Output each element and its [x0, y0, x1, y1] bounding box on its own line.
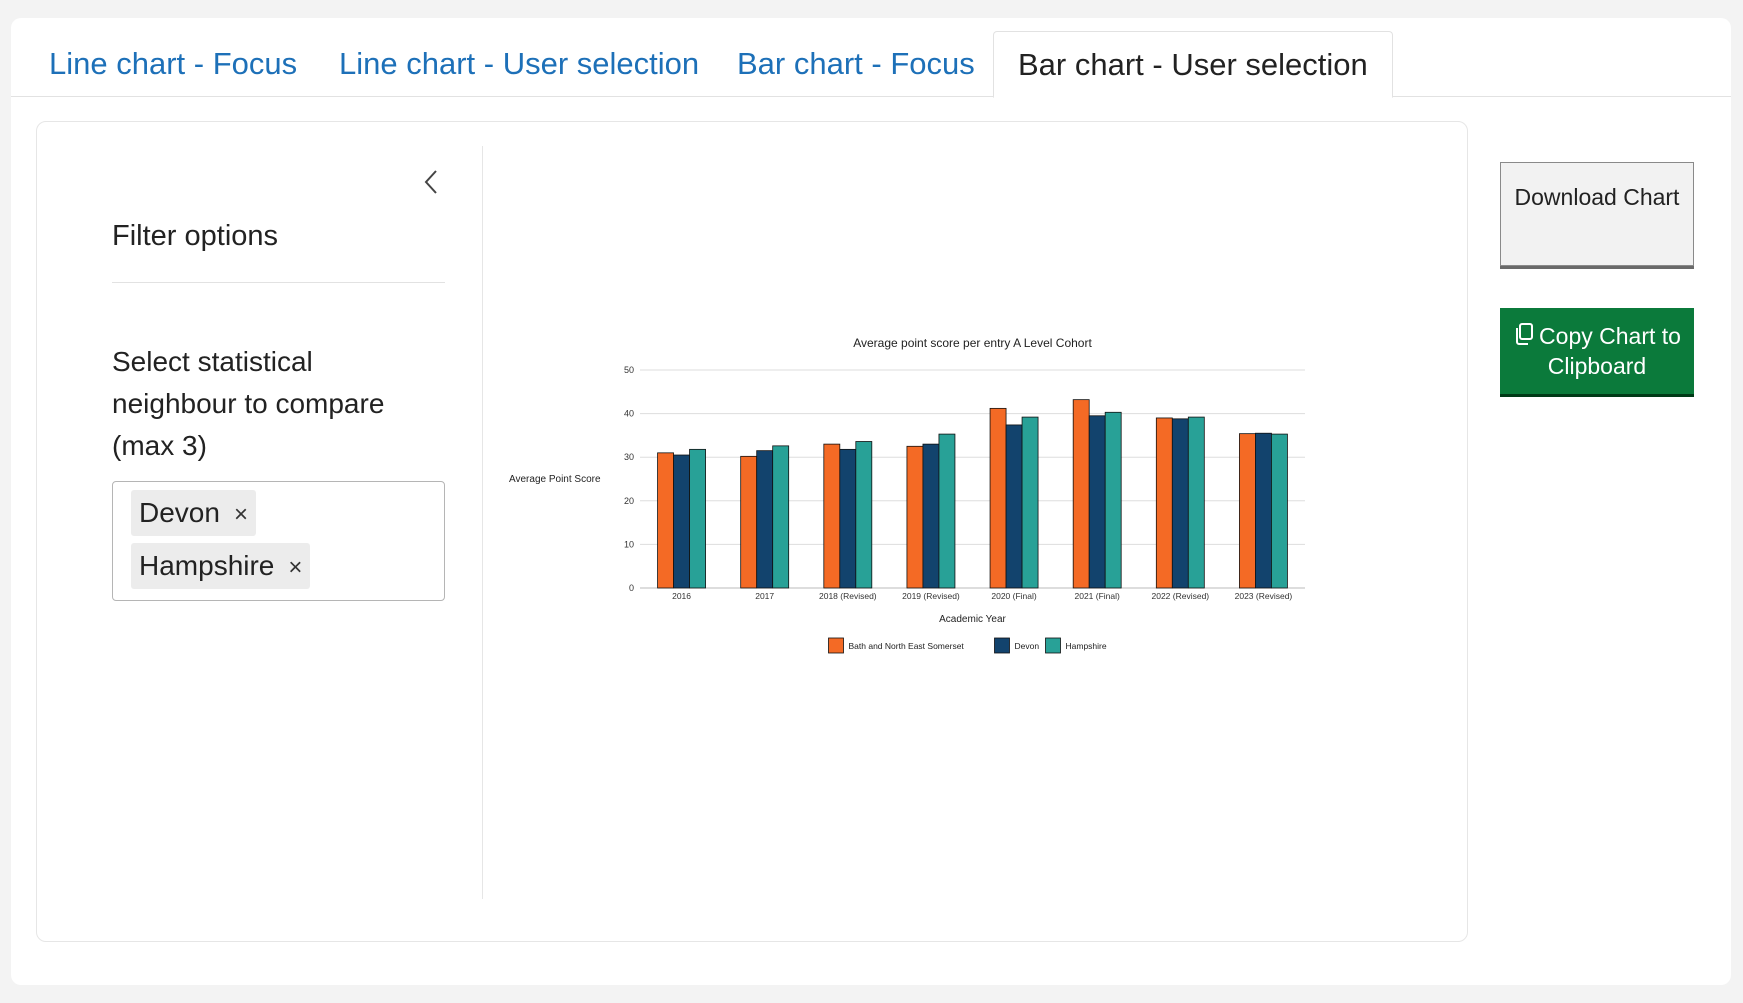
bar: [1088, 415, 1106, 589]
chevron-left-icon[interactable]: [421, 166, 443, 198]
selected-chip-hampshire: Hampshire ×: [131, 543, 311, 589]
tab-line-chart-user-selection[interactable]: Line chart - User selection: [339, 46, 700, 81]
bar: [1155, 417, 1173, 589]
x-tick-label: 2021 (Final): [1075, 591, 1121, 601]
bar-chart: Average point score per entry A Level Co…: [509, 336, 1305, 654]
x-axis-label: Academic Year: [939, 614, 1006, 625]
x-tick-label: 2018 (Revised): [819, 591, 877, 601]
bar: [1271, 433, 1288, 589]
y-tick-label: 20: [624, 496, 634, 506]
legend-swatch: [828, 637, 844, 654]
x-tick-label: 2016: [672, 591, 691, 601]
legend-label: Bath and North East Somerset: [849, 641, 965, 651]
chip-label: Hampshire: [139, 550, 275, 581]
x-tick-label: 2023 (Revised): [1235, 591, 1293, 601]
copy-chart-label: Copy Chart to Clipboard: [1539, 323, 1681, 379]
chart-panel: Filter options Select statistical neighb…: [36, 121, 1468, 942]
x-tick-label: 2019 (Revised): [902, 591, 960, 601]
bar: [1239, 433, 1256, 589]
download-chart-button[interactable]: Download Chart: [1500, 162, 1694, 266]
bar: [855, 441, 873, 589]
bar: [906, 445, 924, 589]
divider: [112, 282, 445, 283]
bar: [1255, 432, 1272, 589]
x-tick-label: 2020 (Final): [991, 591, 1037, 601]
tab-bar: Line chart - Focus Line chart - User sel…: [11, 18, 1731, 98]
y-axis-label: Average Point Score: [509, 474, 601, 485]
bar: [689, 448, 706, 589]
remove-devon-icon[interactable]: ×: [233, 501, 248, 528]
filter-title: Filter options: [112, 220, 279, 252]
x-tick-label: 2022 (Revised): [1151, 591, 1209, 601]
tab-line-chart-focus[interactable]: Line chart - Focus: [49, 46, 298, 81]
chart-area: Average point score per entry A Level Co…: [507, 332, 1427, 712]
selected-chip-devon: Devon ×: [131, 490, 256, 536]
copy-icon: [1513, 322, 1535, 352]
bar: [922, 443, 940, 589]
tab-bar-chart-focus[interactable]: Bar chart - Focus: [737, 46, 975, 81]
bar: [989, 407, 1007, 589]
neighbour-multiselect[interactable]: Devon × Hampshire ×: [112, 481, 445, 601]
chart-title: Average point score per entry A Level Co…: [853, 336, 1092, 350]
bar: [1171, 418, 1189, 589]
bar: [673, 454, 690, 589]
bar: [839, 448, 857, 589]
legend-swatch: [1045, 637, 1061, 654]
legend-swatch: [994, 637, 1010, 654]
bar: [1072, 399, 1090, 589]
bar: [938, 433, 956, 589]
sidebar-divider: [482, 146, 483, 899]
select-label: Select statistical neighbour to compare …: [112, 346, 385, 461]
legend-label: Hampshire: [1066, 641, 1107, 651]
legend-label: Devon: [1015, 641, 1040, 651]
bar: [1005, 424, 1023, 589]
bar: [823, 443, 841, 589]
copy-chart-button[interactable]: Copy Chart to Clipboard: [1500, 308, 1694, 394]
bar: [1104, 411, 1122, 589]
y-tick-label: 0: [629, 583, 634, 593]
bar: [772, 445, 790, 589]
page-card: Line chart - Focus Line chart - User sel…: [11, 18, 1731, 985]
y-tick-label: 50: [624, 365, 634, 375]
y-tick-label: 40: [624, 409, 634, 419]
remove-hampshire-icon[interactable]: ×: [288, 554, 303, 581]
bar: [740, 455, 758, 589]
x-tick-label: 2017: [755, 591, 774, 601]
y-tick-label: 10: [624, 539, 634, 549]
y-tick-label: 30: [624, 452, 634, 462]
tab-bar-chart-user-selection[interactable]: Bar chart - User selection: [993, 31, 1393, 98]
filter-sidebar: Filter options Select statistical neighb…: [37, 122, 482, 941]
chip-label: Devon: [139, 497, 220, 528]
bar: [1021, 416, 1039, 589]
bar: [657, 452, 674, 589]
bar: [756, 450, 774, 589]
bar: [1187, 416, 1205, 589]
